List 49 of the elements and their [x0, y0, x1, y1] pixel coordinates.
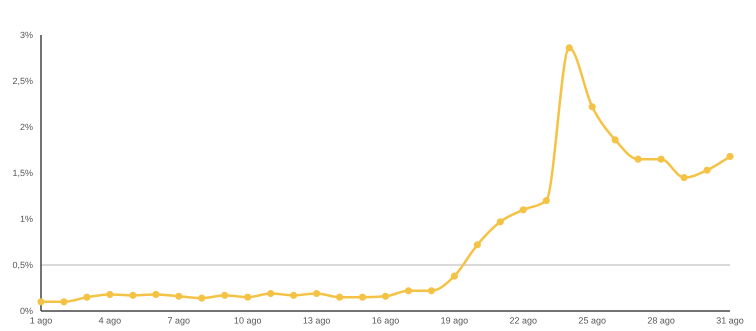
point	[83, 294, 90, 301]
point	[496, 218, 504, 226]
point	[152, 290, 160, 298]
point	[726, 152, 734, 160]
point	[542, 197, 550, 204]
point	[658, 156, 665, 163]
point	[588, 103, 596, 110]
point	[634, 156, 642, 163]
point	[680, 174, 688, 182]
y-tick-label: 3%	[20, 30, 33, 40]
point	[129, 292, 136, 299]
point	[106, 290, 114, 298]
x-tick-label: 25 ago	[578, 315, 606, 326]
point	[336, 294, 344, 301]
point	[244, 294, 252, 301]
y-tick-label: 2,5%	[12, 76, 33, 86]
x-tick-label: 4 ago	[98, 315, 122, 326]
point	[428, 287, 435, 294]
point	[37, 298, 45, 306]
point	[175, 292, 182, 300]
x-tick-label: 31 ago	[716, 315, 744, 326]
x-tick-label: 7 ago	[168, 315, 190, 326]
point	[474, 241, 481, 248]
point	[566, 44, 573, 52]
x-tick-label: 10 ago	[234, 315, 262, 326]
point	[382, 292, 390, 300]
point	[60, 298, 68, 306]
x-tick-label: 22 ago	[510, 315, 538, 326]
point	[612, 136, 619, 144]
y-tick-label: 2%	[20, 122, 33, 132]
point	[290, 292, 298, 299]
x-tick-label: 13 ago	[302, 315, 330, 326]
y-tick-label: 1%	[20, 214, 33, 224]
y-tick-label: 1,5%	[12, 168, 33, 178]
point	[520, 206, 527, 214]
x-tick-label: 28 ago	[647, 315, 675, 326]
y-tick-label: 0%	[20, 306, 33, 316]
x-tick-label: 19 ago	[440, 315, 468, 326]
point	[358, 294, 366, 301]
point	[450, 272, 458, 280]
point	[267, 290, 274, 298]
y-tick-label: 0,5%	[12, 260, 33, 270]
point	[703, 166, 711, 174]
point	[313, 290, 320, 298]
point	[198, 294, 206, 302]
x-tick-label: 16 ago	[372, 315, 400, 326]
point	[404, 287, 412, 294]
point	[221, 292, 228, 299]
x-tick-label: 1 ago	[30, 315, 52, 326]
